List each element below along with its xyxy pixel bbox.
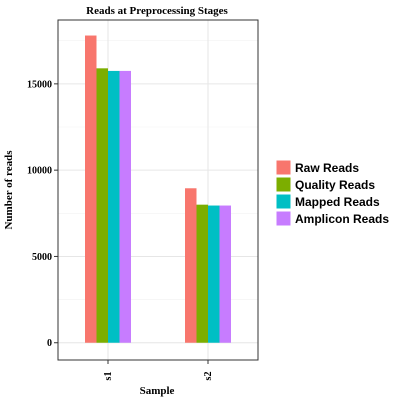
bar — [219, 205, 231, 343]
x-tick-label: s1 — [103, 372, 114, 381]
legend-label: Mapped Reads — [295, 195, 380, 209]
bar — [196, 204, 208, 343]
bar — [185, 188, 197, 343]
x-tick-label: s2 — [203, 372, 214, 381]
x-axis-label: Sample — [140, 385, 175, 397]
x-axis: s1 s2 — [103, 360, 214, 380]
y-tick-label: 0 — [47, 338, 52, 349]
y-axis: 0 5000 10000 15000 — [27, 79, 58, 349]
legend-swatch — [275, 176, 292, 193]
y-tick-label: 10000 — [27, 166, 52, 177]
bars — [85, 35, 231, 343]
bar — [96, 68, 108, 343]
legend-swatch — [275, 159, 292, 176]
y-tick-label: 15000 — [27, 79, 52, 90]
legend-label: Amplicon Reads — [295, 212, 389, 226]
legend: Raw Reads Quality Reads Mapped Reads Amplic… — [275, 159, 389, 227]
bar — [108, 70, 120, 343]
bar — [208, 205, 220, 343]
legend-label: Quality Reads — [295, 178, 375, 192]
plot-border — [57, 19, 259, 361]
legend-label: Raw Reads — [295, 161, 359, 175]
y-tick-label: 5000 — [32, 252, 52, 263]
chart-title: Reads at Preprocessing Stages — [86, 5, 228, 17]
y-axis-label: Number of reads — [3, 150, 15, 230]
bar — [85, 35, 97, 343]
bar — [119, 70, 131, 343]
legend-swatch — [275, 193, 292, 210]
legend-swatch — [275, 210, 292, 227]
